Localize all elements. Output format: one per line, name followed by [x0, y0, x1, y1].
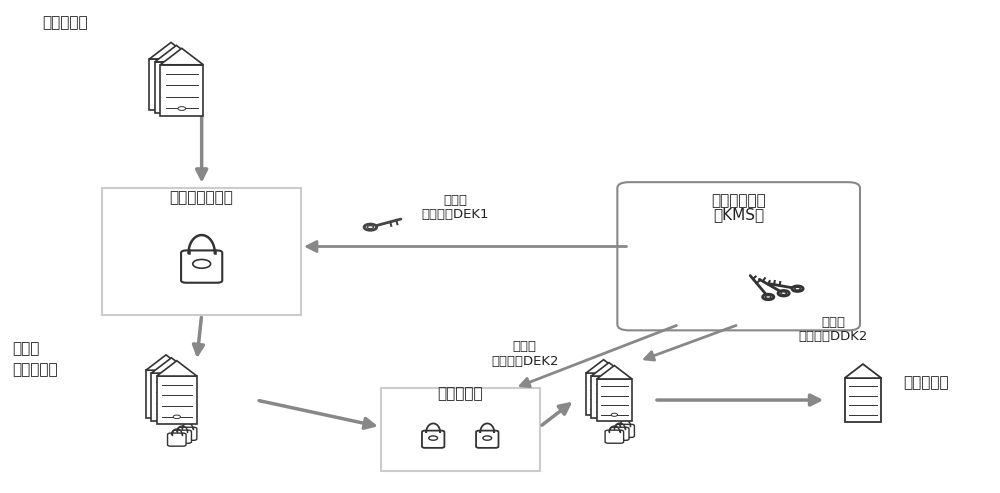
Circle shape [611, 413, 618, 417]
Text: 加密密钥DEK2: 加密密钥DEK2 [491, 354, 559, 368]
FancyBboxPatch shape [616, 424, 634, 437]
FancyBboxPatch shape [168, 433, 186, 446]
Circle shape [606, 410, 612, 414]
Circle shape [781, 292, 786, 295]
Polygon shape [160, 48, 203, 65]
Circle shape [364, 224, 377, 230]
FancyBboxPatch shape [146, 370, 186, 418]
Circle shape [173, 104, 180, 107]
FancyBboxPatch shape [178, 427, 197, 440]
Circle shape [168, 412, 175, 416]
Text: 使用方: 使用方 [513, 340, 537, 353]
Text: 虚拟机加密模块: 虚拟机加密模块 [170, 190, 234, 205]
Circle shape [173, 415, 180, 419]
FancyBboxPatch shape [605, 430, 624, 443]
Polygon shape [149, 42, 193, 59]
Polygon shape [157, 361, 197, 376]
Polygon shape [151, 358, 192, 373]
Polygon shape [155, 45, 198, 62]
FancyBboxPatch shape [160, 65, 203, 116]
FancyBboxPatch shape [610, 427, 629, 440]
FancyBboxPatch shape [381, 388, 540, 471]
Polygon shape [146, 355, 186, 370]
Text: 虚拟机文件: 虚拟机文件 [43, 15, 88, 30]
Circle shape [162, 409, 170, 413]
Circle shape [795, 287, 800, 290]
Text: 加密方: 加密方 [443, 194, 467, 207]
Polygon shape [845, 364, 881, 378]
Circle shape [367, 226, 374, 229]
FancyBboxPatch shape [597, 379, 632, 421]
Circle shape [792, 286, 803, 291]
Circle shape [600, 407, 607, 411]
Text: 密钥管理系统: 密钥管理系统 [711, 193, 766, 208]
FancyBboxPatch shape [591, 376, 627, 418]
FancyBboxPatch shape [155, 62, 198, 113]
Circle shape [167, 101, 175, 105]
Circle shape [429, 436, 438, 440]
FancyBboxPatch shape [586, 373, 621, 415]
Circle shape [778, 290, 789, 296]
Polygon shape [591, 362, 627, 376]
Text: （KMS）: （KMS） [713, 208, 764, 222]
FancyBboxPatch shape [149, 59, 193, 110]
Text: 重加密模块: 重加密模块 [437, 386, 483, 401]
Text: 加密的
虚拟机文件: 加密的 虚拟机文件 [13, 342, 58, 378]
FancyBboxPatch shape [102, 188, 301, 315]
Text: 虚拟机文件: 虚拟机文件 [903, 376, 948, 390]
Circle shape [763, 294, 774, 300]
Circle shape [765, 296, 771, 298]
Polygon shape [586, 360, 621, 373]
FancyBboxPatch shape [845, 378, 881, 422]
Text: 加密密钥DEK1: 加密密钥DEK1 [422, 209, 489, 221]
Text: 解密密钥DDK2: 解密密钥DDK2 [798, 330, 868, 343]
FancyBboxPatch shape [422, 430, 444, 448]
FancyBboxPatch shape [173, 430, 191, 443]
Circle shape [178, 106, 186, 110]
FancyBboxPatch shape [476, 430, 498, 448]
Text: 使用方: 使用方 [821, 316, 845, 328]
Polygon shape [597, 365, 632, 379]
Circle shape [193, 259, 211, 268]
FancyBboxPatch shape [617, 182, 860, 330]
Circle shape [483, 436, 492, 440]
FancyBboxPatch shape [151, 373, 192, 421]
FancyBboxPatch shape [157, 376, 197, 424]
FancyBboxPatch shape [181, 250, 222, 282]
